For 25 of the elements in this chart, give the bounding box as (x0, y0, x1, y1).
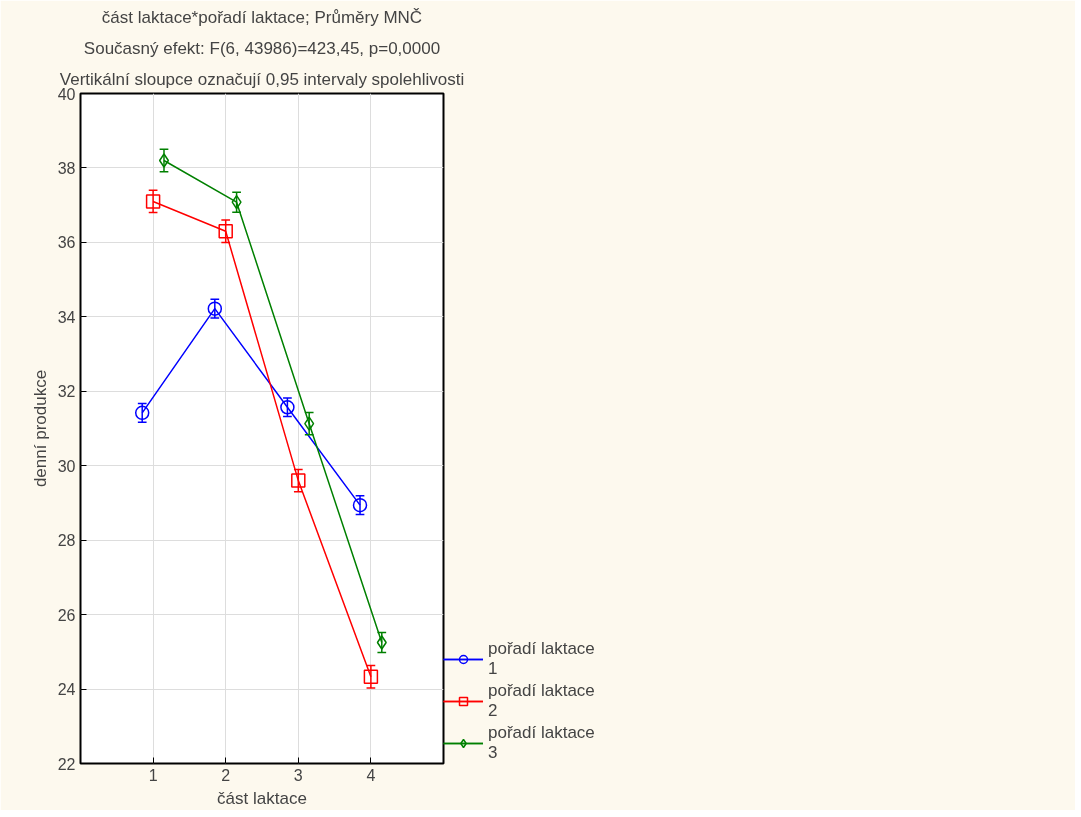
x-tick-label: 3 (293, 766, 303, 784)
point (363, 669, 379, 685)
y-tick-label: 30 (57, 457, 76, 475)
chart-title: část laktace*pořadí laktace; Průměry MNČ (101, 7, 423, 27)
point (291, 473, 306, 488)
y-tick-label: 38 (57, 159, 76, 177)
y-axis-title: denní produkce (30, 369, 50, 488)
y-tick-label: 26 (57, 606, 76, 624)
y-tick-label: 28 (57, 532, 76, 550)
legend-label: pořadí laktace 3 (488, 723, 595, 763)
point (304, 416, 315, 431)
chart-subtitle: Současný efekt: F(6, 43986)=423,45, p=0,0000 (83, 38, 441, 58)
y-tick-label: 36 (57, 234, 76, 252)
y-tick-label: 22 (57, 755, 76, 773)
point (145, 194, 161, 209)
x-tick-label: 4 (366, 766, 376, 784)
point (218, 223, 233, 239)
point (158, 153, 170, 168)
y-tick-label: 34 (57, 308, 76, 326)
x-tick-label: 1 (148, 766, 158, 784)
x-axis-title: část laktace (217, 788, 307, 808)
x-tick-label: 2 (221, 766, 231, 784)
y-tick-label: 24 (57, 681, 76, 699)
y-tick-label: 32 (57, 383, 76, 401)
point (376, 635, 387, 650)
